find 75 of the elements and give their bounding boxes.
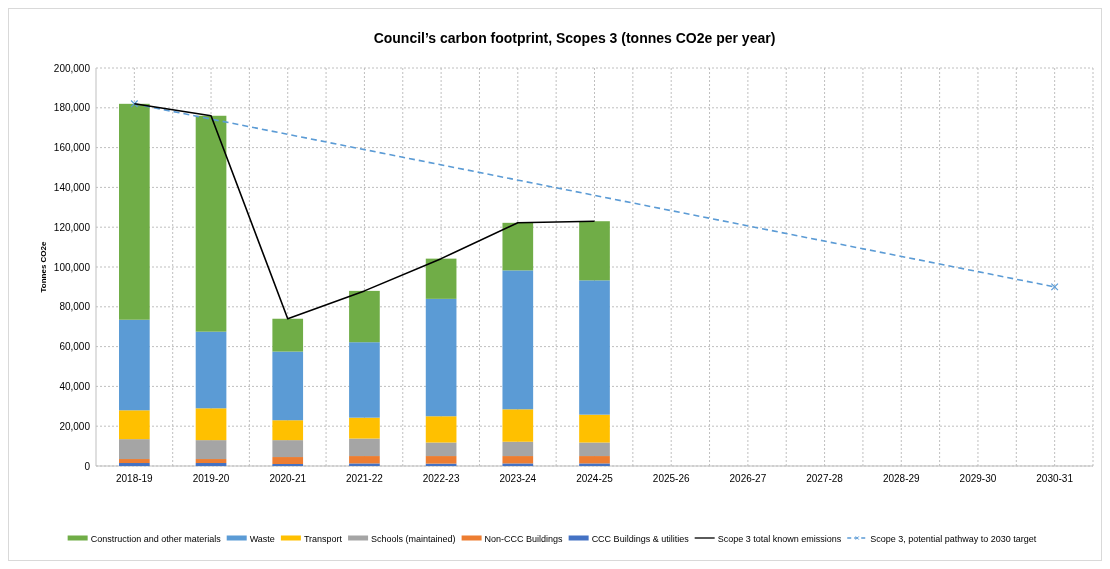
x-tick-label: 2018-19 bbox=[115, 473, 154, 484]
bar bbox=[119, 463, 150, 466]
bar bbox=[119, 410, 150, 440]
y-tick-label: 140,000 bbox=[53, 181, 91, 193]
x-tick-label: 2029-30 bbox=[959, 473, 997, 484]
bar bbox=[272, 318, 304, 352]
legend-label: CCC Buildings & utilities bbox=[591, 533, 690, 544]
y-tick-label: 160,000 bbox=[53, 142, 91, 154]
bar bbox=[195, 408, 227, 441]
legend-label: Scope 3, potential pathway to 2030 target bbox=[870, 533, 1037, 544]
bar bbox=[349, 290, 380, 343]
bar bbox=[195, 331, 227, 409]
bar bbox=[272, 440, 304, 458]
y-tick-label: 120,000 bbox=[53, 221, 91, 233]
bar bbox=[272, 457, 304, 465]
bar bbox=[579, 280, 610, 415]
bar bbox=[502, 441, 534, 457]
bar bbox=[579, 221, 610, 281]
x-tick-label: 2026-27 bbox=[729, 473, 767, 484]
x-tick-label: 2024-25 bbox=[576, 473, 614, 484]
legend-label: Non-CCC Buildings bbox=[484, 533, 564, 544]
bar bbox=[502, 409, 534, 442]
y-tick-label: 200,000 bbox=[53, 62, 91, 74]
bar bbox=[349, 342, 380, 418]
bar bbox=[579, 463, 610, 466]
y-tick-label: 60,000 bbox=[59, 341, 91, 353]
x-tick-label: 2021-22 bbox=[346, 473, 384, 484]
bar bbox=[119, 319, 150, 411]
x-tick-label: 2023-24 bbox=[499, 473, 537, 484]
x-tick-label: 2030-31 bbox=[1036, 473, 1074, 484]
bar bbox=[425, 258, 457, 299]
bar bbox=[425, 456, 457, 464]
y-tick-label: 20,000 bbox=[59, 420, 91, 432]
bar bbox=[579, 442, 610, 457]
bar bbox=[119, 459, 150, 464]
bar bbox=[579, 456, 610, 464]
legend-label: Waste bbox=[249, 533, 275, 544]
bar bbox=[425, 442, 457, 457]
bar bbox=[272, 420, 304, 441]
bar bbox=[502, 463, 534, 466]
bar bbox=[425, 416, 457, 443]
y-tick-label: 100,000 bbox=[53, 261, 91, 273]
y-tick-label: 80,000 bbox=[59, 301, 91, 313]
bar bbox=[502, 270, 534, 410]
line-series bbox=[133, 103, 596, 320]
y-axis-title: Tonnes CO2e bbox=[39, 240, 48, 293]
bar bbox=[425, 298, 457, 417]
bar bbox=[195, 459, 227, 464]
y-tick-label: 0 bbox=[84, 460, 91, 472]
x-tick-label: 2019-20 bbox=[192, 473, 230, 484]
y-tick-label: 40,000 bbox=[59, 380, 91, 392]
bar bbox=[195, 115, 227, 332]
legend-label: Scope 3 total known emissions bbox=[717, 533, 842, 544]
bar bbox=[349, 438, 380, 457]
bar bbox=[579, 414, 610, 443]
bar bbox=[119, 103, 150, 320]
bar bbox=[502, 456, 534, 464]
bar bbox=[195, 463, 227, 466]
x-tick-label: 2020-21 bbox=[269, 473, 307, 484]
x-tick-label: 2025-26 bbox=[652, 473, 690, 484]
bar bbox=[502, 222, 534, 271]
legend-label: Schools (maintained) bbox=[371, 533, 456, 544]
bar bbox=[119, 439, 150, 460]
x-tick-label: 2028-29 bbox=[882, 473, 921, 484]
y-tick-label: 180,000 bbox=[53, 102, 91, 114]
bar bbox=[195, 440, 227, 460]
bar bbox=[349, 417, 380, 439]
bar bbox=[349, 456, 380, 464]
bar bbox=[272, 351, 304, 421]
x-tick-label: 2027-28 bbox=[806, 473, 844, 484]
chart-title: Council’s carbon footprint, Scopes 3 (tonnes CO2e per year) bbox=[373, 30, 776, 46]
legend-label: Transport bbox=[303, 533, 343, 544]
x-tick-label: 2022-23 bbox=[422, 473, 460, 484]
bar bbox=[349, 463, 380, 466]
legend-label: Construction and other materials bbox=[90, 533, 222, 544]
